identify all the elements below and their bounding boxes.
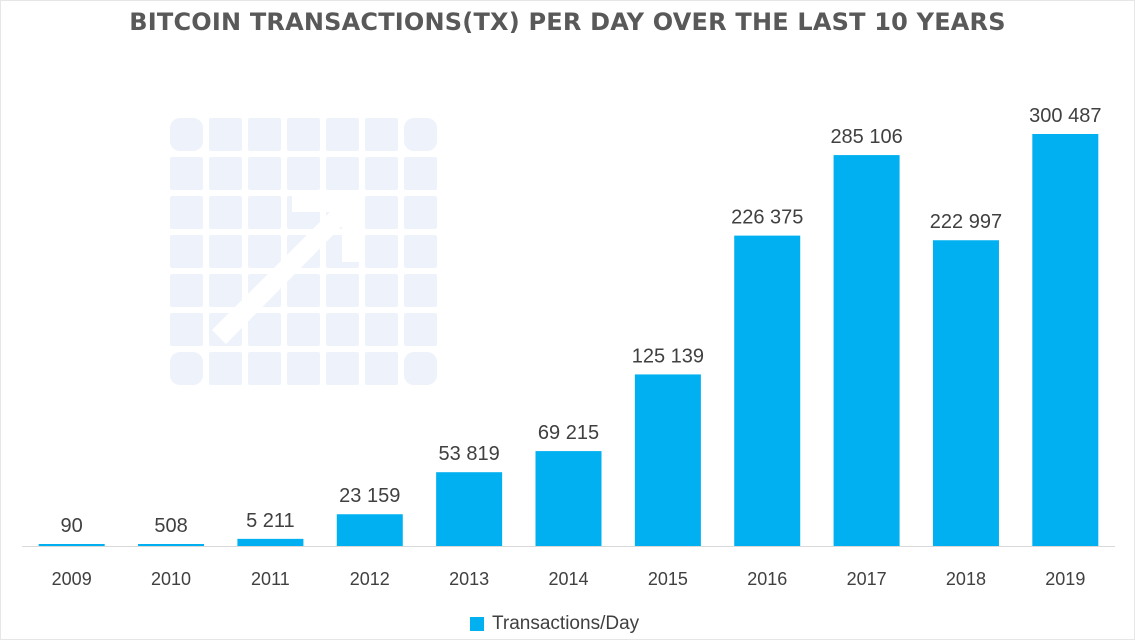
watermark-grid-cell	[170, 196, 203, 229]
bar-2015	[634, 374, 701, 546]
watermark-grid-cell	[209, 196, 242, 229]
x-tick-label-2019: 2019	[1045, 569, 1085, 589]
watermark-grid-cell	[170, 157, 203, 190]
legend: Transactions/Day	[470, 612, 639, 636]
watermark-grid-cell	[287, 313, 320, 346]
watermark-grid-cell	[248, 235, 281, 268]
x-tick-label-2013: 2013	[449, 569, 489, 589]
data-label-2012: 23 159	[339, 485, 400, 507]
bars-group	[38, 134, 1099, 547]
bar-2016	[734, 235, 801, 546]
bar-2014	[535, 451, 602, 546]
bar-2013	[436, 472, 503, 546]
legend-swatch	[470, 617, 484, 631]
watermark-grid-cell	[209, 235, 242, 268]
x-tick-label-2009: 2009	[52, 569, 92, 589]
watermark-grid-cell	[248, 196, 281, 229]
watermark-grid-cell	[326, 118, 359, 151]
watermark-grid-cell	[287, 157, 320, 190]
watermark-grid-cell	[404, 235, 437, 268]
watermark-grid-cell	[287, 274, 320, 307]
watermark-grid-cell	[287, 352, 320, 385]
bar-2017	[833, 155, 900, 547]
watermark-grid-cell	[404, 196, 437, 229]
bar-2009	[38, 544, 105, 546]
legend-label: Transactions/Day	[492, 613, 640, 634]
bar-2019	[1032, 134, 1099, 546]
watermark-grid-cell	[248, 157, 281, 190]
watermark-grid-cell	[326, 157, 359, 190]
data-label-2013: 53 819	[439, 443, 500, 465]
data-label-2016: 226 375	[731, 207, 803, 229]
bar-2011	[237, 538, 304, 546]
watermark-grid-cell	[209, 118, 242, 151]
data-label-2019: 300 487	[1029, 105, 1101, 127]
watermark-grid-cell	[365, 157, 398, 190]
watermark-grid-cell	[365, 235, 398, 268]
x-tick-label-2015: 2015	[648, 569, 688, 589]
value-labels-group: 90 508 5 211 23 159 53 819 69 215 125 139 226 3…	[61, 105, 1102, 537]
bar-2010	[138, 544, 205, 546]
watermark-grid-cell	[404, 352, 437, 385]
watermark-grid-cell	[248, 118, 281, 151]
x-tick-label-2011: 2011	[251, 569, 290, 589]
x-tick-labels-group: 2009 2010 2011 2012 2013 2014 2015 2016 2017 2018…	[52, 569, 1086, 589]
data-label-2017: 285 106	[830, 126, 902, 148]
watermark-grid-cell	[170, 118, 203, 151]
watermark-grid-cell	[365, 196, 398, 229]
watermark-grid-cell	[248, 352, 281, 385]
watermark-grid-cell	[326, 313, 359, 346]
watermark-grid-cell	[404, 118, 437, 151]
bar-2018	[932, 240, 999, 546]
x-tick-label-2016: 2016	[747, 569, 787, 589]
watermark-grid-cell	[170, 352, 203, 385]
watermark-grid-cell	[287, 118, 320, 151]
x-tick-label-2017: 2017	[847, 569, 887, 589]
data-label-2009: 90	[61, 515, 83, 537]
data-label-2011: 5 211	[246, 510, 295, 532]
watermark-grid-cell	[365, 352, 398, 385]
data-label-2014: 69 215	[538, 422, 599, 444]
x-tick-label-2014: 2014	[548, 569, 588, 589]
watermark-grid-cell	[404, 313, 437, 346]
watermark-grid-cell	[170, 274, 203, 307]
chart-title: BITCOIN TRANSACTIONS(TX) PER DAY OVER TH…	[129, 8, 1006, 36]
chart-growth-icon	[170, 118, 437, 385]
watermark-grid-cell	[170, 235, 203, 268]
watermark-grid-cell	[209, 352, 242, 385]
bar-2012	[336, 514, 403, 546]
watermark-grid-cell	[404, 157, 437, 190]
x-tick-label-2018: 2018	[946, 569, 986, 589]
watermark-grid-cell	[404, 274, 437, 307]
watermark-grid-cell	[326, 352, 359, 385]
x-tick-label-2012: 2012	[350, 569, 390, 589]
watermark-grid-cell	[170, 313, 203, 346]
watermark-grid-cell	[209, 157, 242, 190]
watermark-grid-cell	[365, 118, 398, 151]
x-tick-label-2010: 2010	[151, 569, 191, 589]
watermark-grid-cell	[248, 313, 281, 346]
data-label-2010: 508	[154, 515, 187, 537]
watermark-grid-cell	[365, 274, 398, 307]
data-label-2018: 222 997	[930, 211, 1002, 233]
data-label-2015: 125 139	[632, 345, 704, 367]
watermark-grid-cell	[326, 274, 359, 307]
watermark-arrow	[212, 192, 362, 344]
watermark-grid-cell	[365, 313, 398, 346]
watermark-grid-cell	[209, 274, 242, 307]
